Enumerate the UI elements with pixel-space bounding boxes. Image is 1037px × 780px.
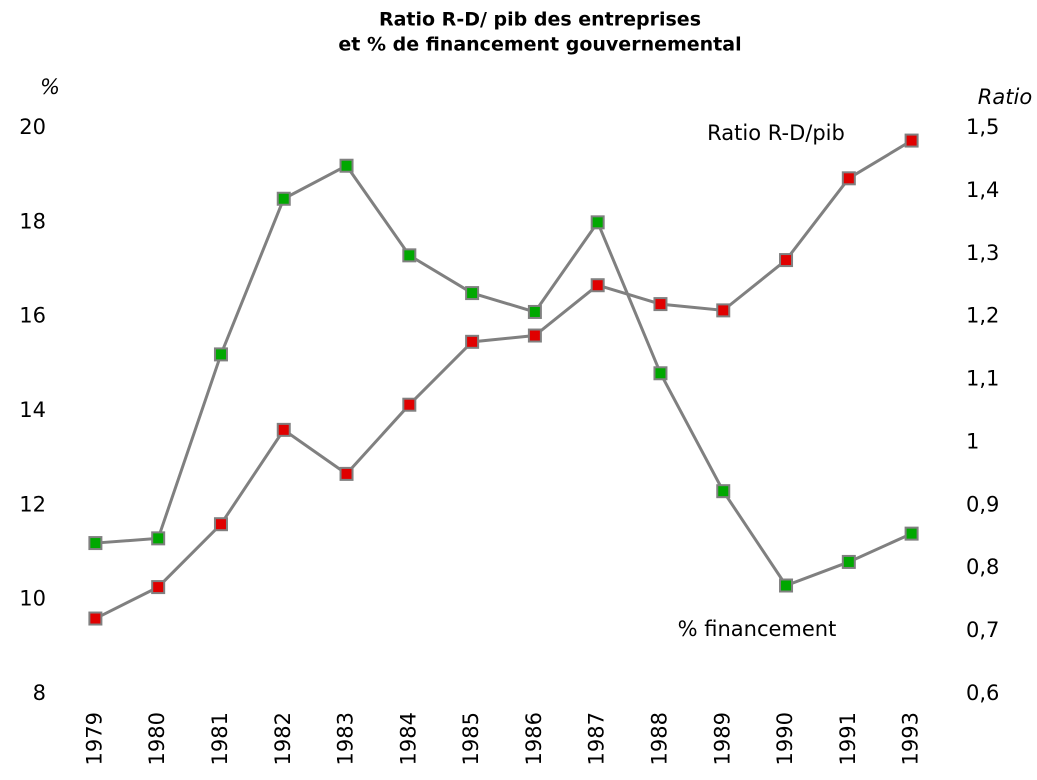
series-line <box>94 139 913 620</box>
y-tick-label: 20 <box>19 115 46 139</box>
y2-tick-label: 1,3 <box>966 241 999 265</box>
chart-title: Ratio R-D/ pib des entreprises <box>379 9 701 31</box>
x-tick-label: 1983 <box>334 712 358 765</box>
marker <box>716 484 731 499</box>
marker <box>527 328 542 343</box>
marker <box>590 215 605 230</box>
y2-axis-title: Ratio <box>978 85 1032 109</box>
y2-tick-label: 1,1 <box>966 367 999 391</box>
marker <box>276 191 291 206</box>
y-tick-label: 16 <box>19 304 46 328</box>
x-tick-label: 1986 <box>522 712 546 765</box>
y2-tick-label: 1 <box>966 429 979 453</box>
marker <box>213 347 228 362</box>
y-axis-title: % <box>40 75 60 99</box>
marker <box>151 580 166 595</box>
marker <box>339 158 354 173</box>
series-label: % financement <box>678 617 837 641</box>
y2-tick-label: 0,8 <box>966 555 999 579</box>
marker <box>779 578 794 593</box>
y-tick-label: 18 <box>19 209 46 233</box>
x-tick-label: 1989 <box>710 712 734 765</box>
y2-tick-label: 0,9 <box>966 492 999 516</box>
y2-tick-label: 1,2 <box>966 304 999 328</box>
marker <box>151 531 166 546</box>
x-tick-label: 1982 <box>271 712 295 765</box>
marker <box>841 554 856 569</box>
marker <box>841 171 856 186</box>
chart-title: et % de financement gouvernemental <box>338 34 741 56</box>
x-tick-label: 1985 <box>459 712 483 765</box>
y-tick-label: 10 <box>19 587 46 611</box>
x-tick-label: 1987 <box>585 712 609 765</box>
marker <box>465 334 480 349</box>
x-tick-label: 1980 <box>145 712 169 765</box>
y-tick-label: 12 <box>19 492 46 516</box>
y2-tick-label: 1,4 <box>966 178 999 202</box>
marker <box>402 248 417 263</box>
y-tick-label: 8 <box>33 681 46 705</box>
x-tick-label: 1990 <box>773 712 797 765</box>
x-tick-label: 1988 <box>647 712 671 765</box>
marker <box>88 536 103 551</box>
x-tick-label: 1981 <box>208 712 232 765</box>
marker <box>276 422 291 437</box>
marker <box>653 366 668 381</box>
marker <box>904 133 919 148</box>
y-tick-label: 14 <box>19 398 46 422</box>
y2-tick-label: 0,6 <box>966 681 999 705</box>
marker <box>465 286 480 301</box>
marker <box>590 278 605 293</box>
x-tick-label: 1993 <box>899 712 923 765</box>
series-label: Ratio R-D/pib <box>707 121 845 145</box>
y2-tick-label: 0,7 <box>966 618 999 642</box>
series-line <box>95 163 913 588</box>
x-tick-label: 1984 <box>396 712 420 765</box>
marker <box>339 466 354 481</box>
x-tick-label: 1991 <box>836 712 860 765</box>
marker <box>653 297 668 312</box>
marker <box>527 304 542 319</box>
y2-tick-label: 1,5 <box>966 115 999 139</box>
x-tick-label: 1979 <box>82 712 106 765</box>
marker <box>904 526 919 541</box>
marker <box>402 397 417 412</box>
marker <box>779 253 794 268</box>
marker <box>716 303 731 318</box>
marker <box>213 517 228 532</box>
marker <box>88 611 103 626</box>
